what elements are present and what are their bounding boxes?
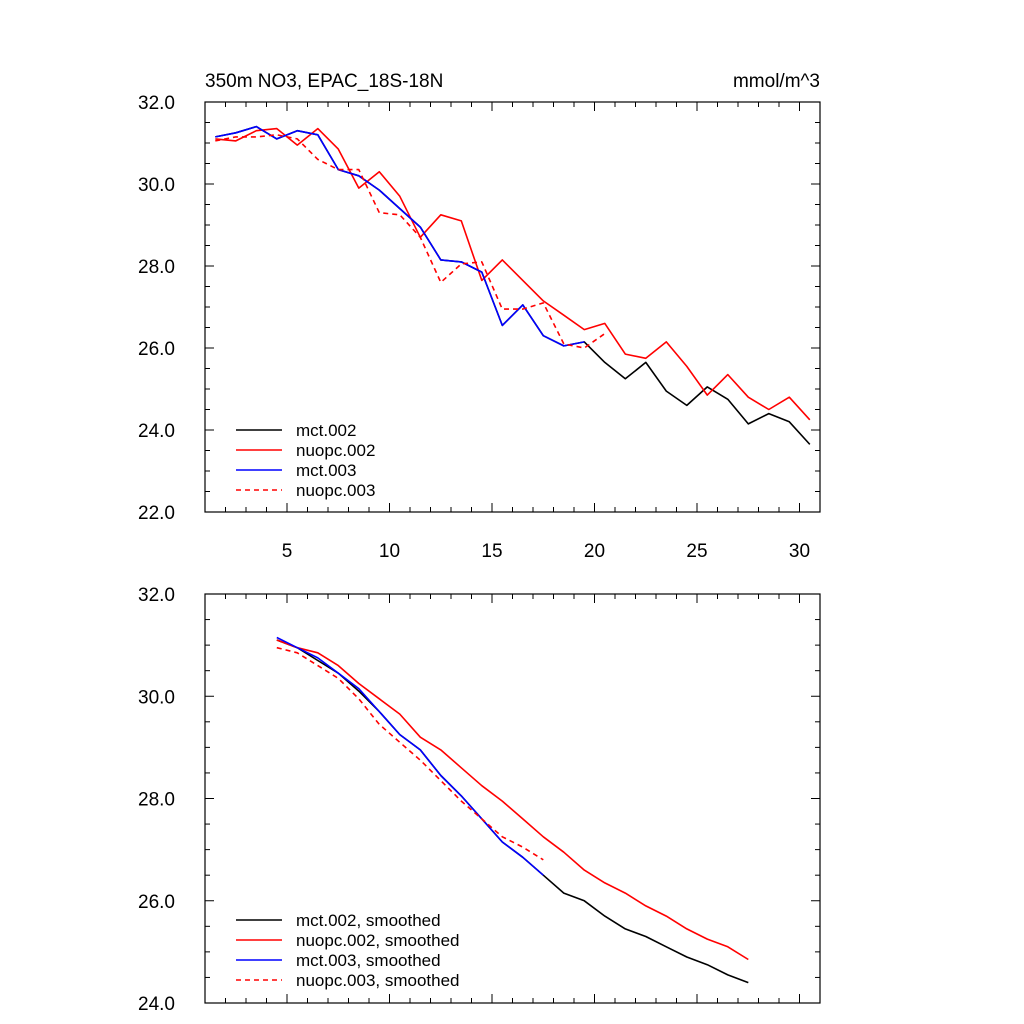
series-line-2 (276, 636, 544, 876)
y-tick-label: 26.0 (138, 892, 175, 913)
legend-label: nuopc.003, smoothed (296, 971, 460, 990)
x-tick-label: 20 (584, 541, 605, 562)
y-tick-label: 26.0 (138, 339, 175, 360)
legend-label: nuopc.002 (296, 441, 375, 460)
series-line-3 (215, 134, 606, 349)
x-tick-label: 10 (379, 541, 400, 562)
legend-label: mct.002, smoothed (296, 911, 441, 930)
x-tick-label: 25 (686, 541, 707, 562)
legend-label: mct.003 (296, 461, 356, 480)
y-tick-label: 24.0 (138, 421, 175, 442)
y-tick-label: 32.0 (138, 585, 175, 606)
legend-label: nuopc.003 (296, 481, 375, 500)
legend-label: mct.002 (296, 421, 356, 440)
y-tick-label: 28.0 (138, 790, 175, 811)
x-tick-label: 30 (789, 541, 810, 562)
y-tick-label: 30.0 (138, 687, 175, 708)
series-line-1 (276, 639, 749, 961)
series-line-1 (215, 127, 811, 421)
series-line-0 (215, 125, 811, 445)
series-line-2 (215, 125, 585, 347)
x-tick-label: 15 (481, 541, 502, 562)
x-tick-label: 5 (282, 541, 293, 562)
y-tick-label: 30.0 (138, 175, 175, 196)
units-label: mmol/m^3 (733, 71, 820, 92)
top-panel: 5 10 15 20 25 30 22.0 24.0 26.0 28.0 30.0 32.0 mct.0… (138, 93, 821, 562)
legend-label: mct.003, smoothed (296, 951, 441, 970)
y-tick-label: 24.0 (138, 994, 175, 1015)
chart-title: 350m NO3, EPAC_18S-18N (205, 71, 443, 92)
y-tick-label: 28.0 (138, 257, 175, 278)
y-tick-label: 22.0 (138, 503, 175, 524)
series-line-3 (276, 646, 544, 861)
legend-label: nuopc.002, smoothed (296, 931, 460, 950)
y-tick-label: 32.0 (138, 93, 175, 114)
